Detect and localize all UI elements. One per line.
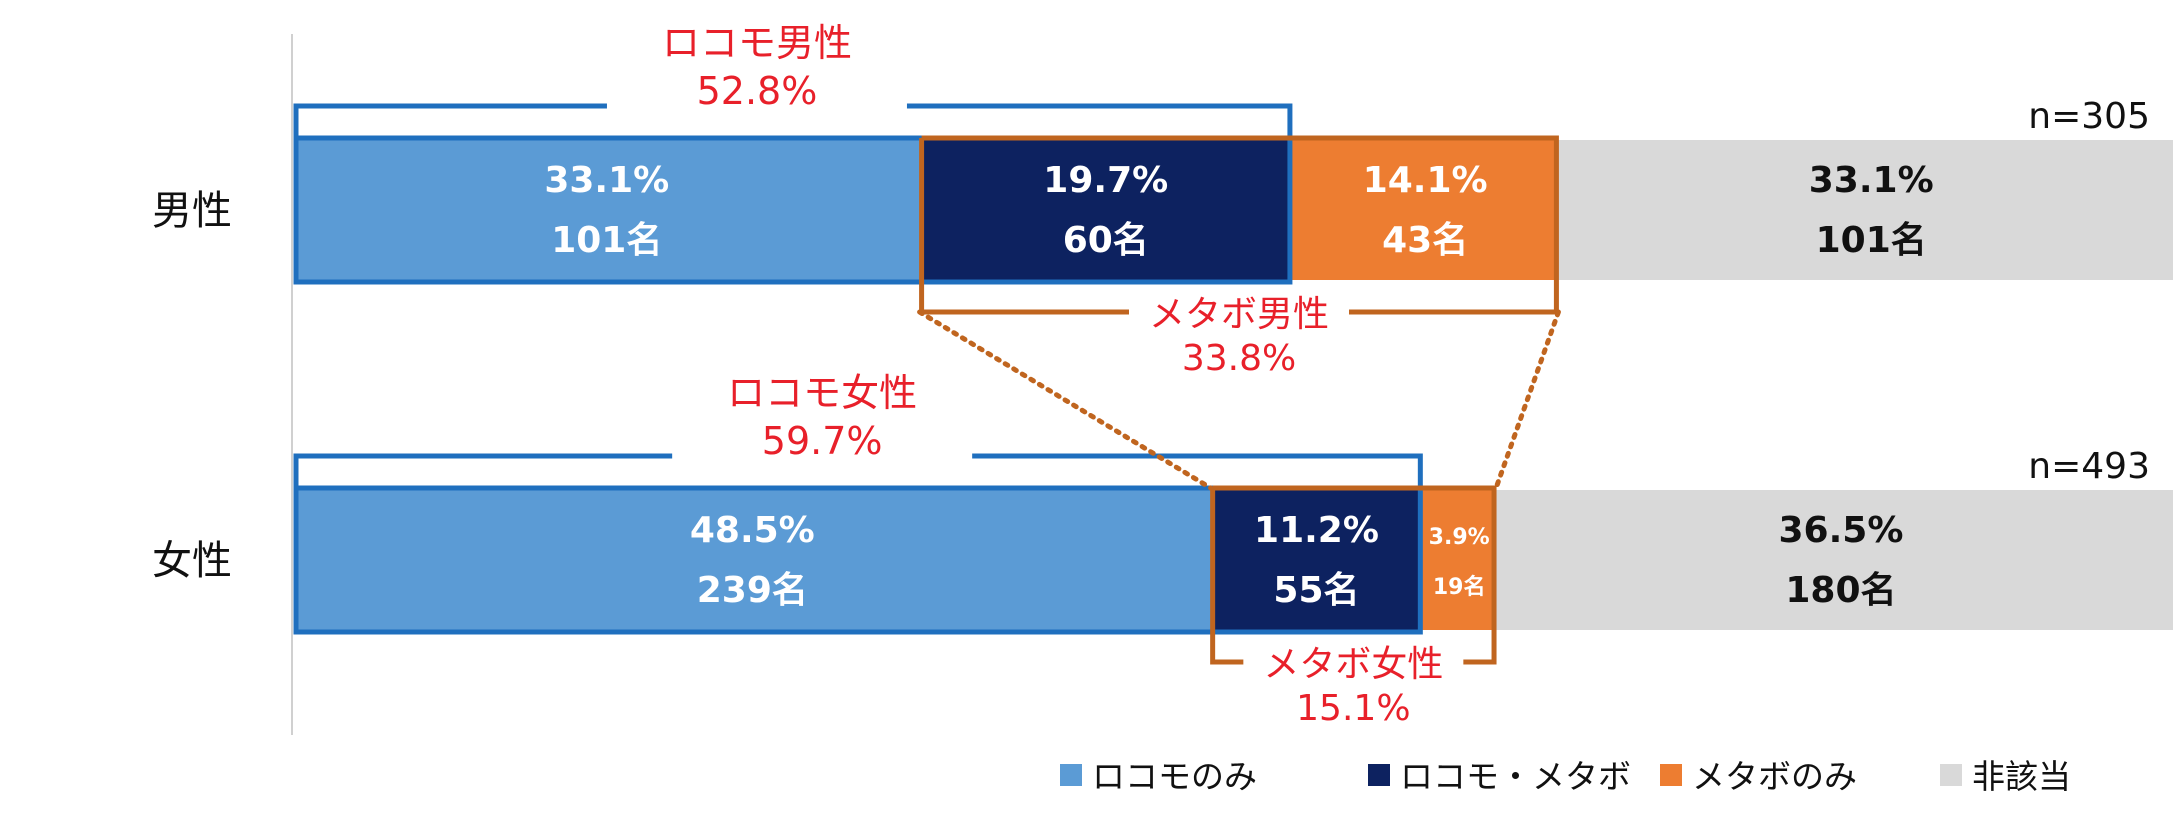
annotation-value: 59.7% xyxy=(762,419,883,463)
locomo-bracket-top xyxy=(293,103,1293,140)
legend-swatch xyxy=(1940,764,1962,786)
annotation-name: メタボ女性 xyxy=(1263,644,1443,685)
metabo-bracket xyxy=(1210,485,1497,665)
data-label-percent: 36.5% xyxy=(1779,510,1904,551)
annotation-name: ロコモ女性 xyxy=(727,371,917,415)
bar-segment xyxy=(1422,490,1497,630)
labels-layer: 男性 n=305 33.1% 101名 19.7% 60名 14.1% 43名 33.1% 101… xyxy=(152,96,2150,611)
bar-segment xyxy=(294,490,1211,630)
legend-label: メタボのみ xyxy=(1692,757,1857,796)
data-label-count: 43名 xyxy=(1382,220,1468,261)
category-label: 女性 xyxy=(152,538,232,584)
sample-size-label: n=493 xyxy=(2028,446,2150,487)
data-label-count: 101名 xyxy=(551,220,662,261)
legend-label: ロコモ・メタボ xyxy=(1400,757,1631,796)
legend-label: ロコモのみ xyxy=(1092,757,1257,796)
data-label-percent: 11.2% xyxy=(1254,510,1379,551)
data-label-percent: 48.5% xyxy=(690,510,815,551)
data-label-count: 60名 xyxy=(1063,220,1149,261)
bars-layer xyxy=(294,140,2173,630)
data-label-percent: 14.1% xyxy=(1363,160,1488,201)
bar-segment xyxy=(919,140,1292,280)
data-label-count: 19名 xyxy=(1433,574,1486,600)
legend-swatch xyxy=(1368,764,1390,786)
data-label-percent: 33.1% xyxy=(544,160,669,201)
bar-segment xyxy=(1210,490,1423,630)
locomo-bracket-box xyxy=(293,135,1293,285)
metabo-connector-right xyxy=(1493,309,1561,491)
legend: ロコモのみ ロコモ・メタボ メタボのみ 非該当 xyxy=(1060,757,2071,796)
annotation-name: メタボ男性 xyxy=(1149,294,1329,335)
data-label-count: 239名 xyxy=(697,570,808,611)
data-label-count: 55名 xyxy=(1273,570,1359,611)
bar-segment xyxy=(1558,140,2173,280)
locomo-bracket-box xyxy=(293,485,1423,635)
legend-label: 非該当 xyxy=(1972,757,2071,796)
annotation-name: ロコモ男性 xyxy=(662,21,852,65)
data-label-percent: 3.9% xyxy=(1429,525,1490,550)
metabo-connector-left xyxy=(917,309,1214,491)
annotation-value: 33.8% xyxy=(1182,338,1296,379)
bar-segment xyxy=(1496,490,2173,630)
legend-swatch xyxy=(1060,764,1082,786)
data-label-count: 101名 xyxy=(1816,220,1927,261)
data-label-percent: 33.1% xyxy=(1809,160,1934,201)
data-label-count: 180名 xyxy=(1785,570,1896,611)
locomo-bracket-top xyxy=(293,453,1423,490)
legend-swatch xyxy=(1660,764,1682,786)
sample-size-label: n=305 xyxy=(2028,96,2150,137)
bar-segment xyxy=(1291,140,1559,280)
annotation-value: 15.1% xyxy=(1296,688,1410,729)
data-label-percent: 19.7% xyxy=(1043,160,1168,201)
bar-segment xyxy=(294,140,920,280)
annotation-value: 52.8% xyxy=(697,69,818,113)
category-label: 男性 xyxy=(152,188,232,234)
